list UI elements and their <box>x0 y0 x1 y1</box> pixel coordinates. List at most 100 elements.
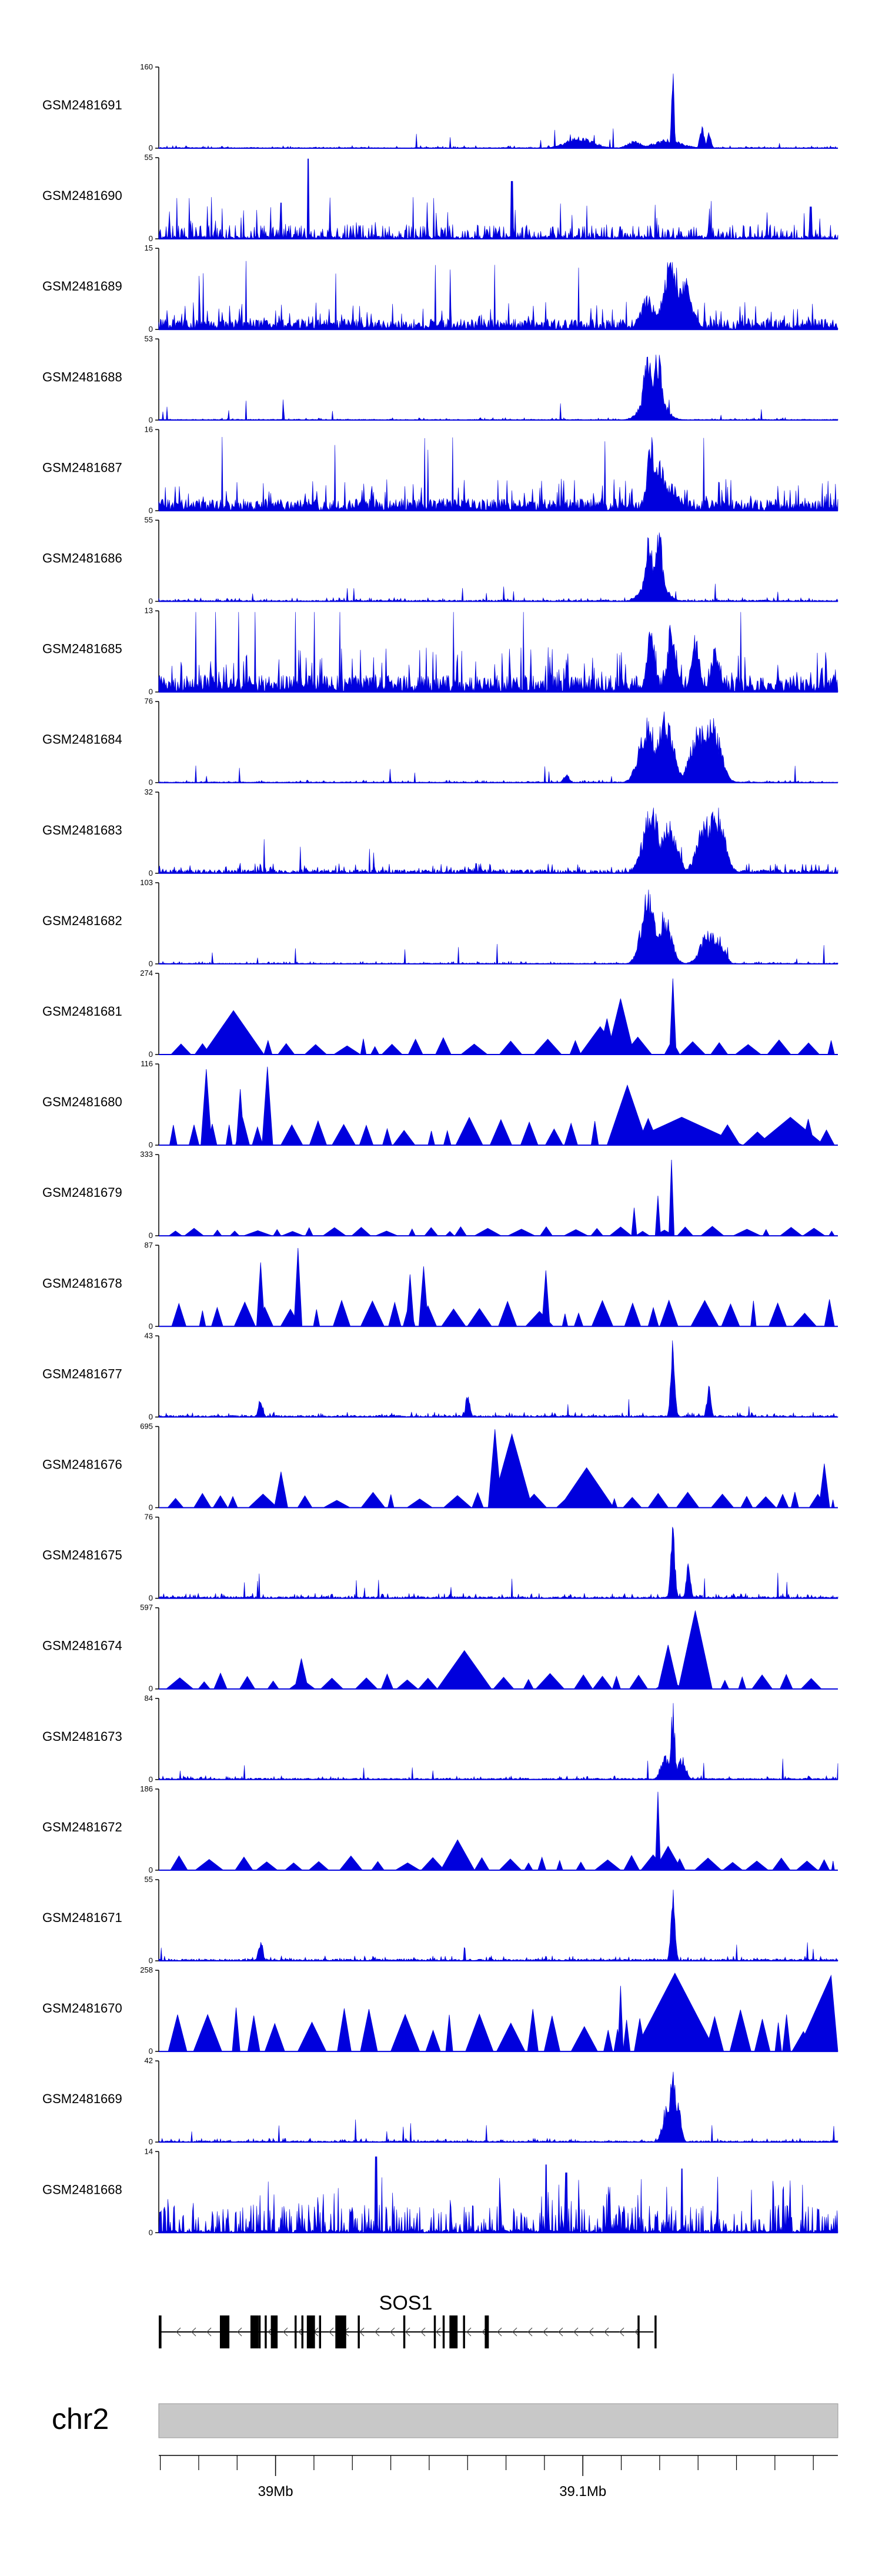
gene-exon <box>403 2315 406 2348</box>
track-GSM2481668: GSM2481668 14 0 <box>42 2147 838 2237</box>
gene-model: SOS1 <box>159 2292 657 2348</box>
signal-triangle <box>193 1493 212 1508</box>
track-GSM2481684: GSM2481684 76 0 <box>42 697 838 787</box>
strand-arrow <box>405 2327 410 2337</box>
signal-triangle <box>700 1226 725 1236</box>
strand-arrow <box>543 2327 548 2337</box>
y-min-label: 0 <box>149 1322 153 1330</box>
track-label: GSM2481686 <box>42 551 122 566</box>
signal-area <box>158 74 838 149</box>
track-label: GSM2481677 <box>42 1366 122 1381</box>
signal-triangle <box>796 1860 818 1871</box>
signal-triangle <box>573 1674 593 1690</box>
signal-triangle <box>771 1857 791 1871</box>
signal-triangle <box>499 1858 522 1871</box>
signal-triangle <box>740 1496 753 1508</box>
signal-triangle <box>320 1677 344 1690</box>
signal-triangle <box>647 1306 659 1327</box>
signal-triangle <box>465 2013 494 2052</box>
signal-triangle <box>337 2008 352 2052</box>
strand-arrow <box>390 2327 395 2337</box>
y-max-label: 55 <box>145 516 153 525</box>
track-GSM2481669: GSM2481669 42 0 <box>42 2056 838 2146</box>
signal-triangle <box>339 1856 363 1871</box>
signal-triangle <box>782 2014 791 2052</box>
signal-triangle <box>235 1856 253 1871</box>
gene-exon <box>250 2315 259 2348</box>
signal-triangle <box>676 1226 694 1236</box>
ideogram-band <box>158 2403 838 2438</box>
signal-triangle <box>523 1679 534 1690</box>
signal-triangle <box>351 1227 372 1236</box>
gene-exon <box>258 2315 261 2348</box>
signal-triangle <box>802 1227 826 1236</box>
signal-area <box>158 1703 838 1780</box>
signal-triangle <box>676 1491 700 1508</box>
signal-triangle <box>183 1227 205 1236</box>
y-max-label: 274 <box>140 969 153 977</box>
y-min-label: 0 <box>149 506 153 515</box>
signal-triangle <box>818 1463 830 1508</box>
signal-triangle <box>631 1207 637 1236</box>
signal-triangle <box>213 1672 228 1690</box>
signal-triangle <box>460 1043 489 1055</box>
gene-exon <box>219 2315 230 2348</box>
signal-triangle <box>381 1043 403 1055</box>
signal-triangle <box>167 1497 184 1508</box>
signal-triangle <box>256 1262 265 1327</box>
track-label: GSM2481669 <box>42 2091 122 2106</box>
signal-triangle <box>390 2013 420 2052</box>
y-min-label: 0 <box>149 1503 153 1512</box>
track-label: GSM2481675 <box>42 1548 122 1563</box>
strand-arrow <box>619 2327 624 2337</box>
gene-exon <box>301 2315 304 2348</box>
signal-triangle <box>520 1121 539 1146</box>
signal-triangle <box>440 1839 475 1871</box>
signal-triangle <box>768 1302 787 1327</box>
signal-triangle <box>396 1679 419 1690</box>
signal-triangle <box>466 1308 493 1327</box>
track-label: GSM2481671 <box>42 1910 122 1925</box>
signal-triangle <box>562 1313 569 1327</box>
signal-triangle <box>654 1196 661 1236</box>
strand-arrow <box>436 2327 441 2337</box>
y-max-label: 258 <box>140 1966 153 1974</box>
signal-triangle <box>170 1043 192 1055</box>
y-max-label: 597 <box>140 1603 153 1612</box>
signal-triangle <box>360 2009 378 2052</box>
signal-triangle <box>535 1673 565 1690</box>
signal-triangle <box>792 1313 817 1327</box>
signal-triangle <box>489 1119 513 1146</box>
y-max-label: 15 <box>145 243 153 252</box>
signal-triangle <box>690 1300 719 1327</box>
strand-arrow <box>206 2327 212 2337</box>
signal-triangle <box>380 1673 394 1690</box>
signal-area <box>158 1889 838 1961</box>
signal-triangle <box>591 1300 614 1327</box>
signal-triangle <box>563 1229 589 1236</box>
strand-arrow <box>191 2327 196 2337</box>
signal-triangle <box>678 1610 713 1690</box>
track-GSM2481691: GSM2481691 160 0 <box>42 62 838 152</box>
signal-triangle <box>392 1130 416 1146</box>
y-max-label: 333 <box>140 1150 153 1159</box>
y-max-label: 32 <box>145 788 153 796</box>
signal-triangle <box>493 1677 514 1690</box>
signal-triangle <box>603 2030 613 2052</box>
signal-triangle <box>734 1044 762 1055</box>
track-label: GSM2481674 <box>42 1639 122 1653</box>
track-label: GSM2481688 <box>42 369 122 384</box>
signal-triangle <box>710 1493 734 1508</box>
signal-triangle <box>559 1467 614 1508</box>
signal-triangle <box>445 1231 455 1236</box>
signal-triangle <box>828 1230 835 1236</box>
signal-triangle <box>443 1495 472 1508</box>
signal-triangle <box>590 1228 604 1236</box>
signal-triangle <box>297 2021 327 2052</box>
signal-triangle <box>533 1039 562 1055</box>
signal-triangle <box>170 1855 188 1871</box>
signal-triangle <box>303 1044 328 1055</box>
signal-triangle <box>198 1681 211 1690</box>
signal-triangle <box>407 1039 423 1055</box>
signal-triangle <box>564 1122 578 1146</box>
